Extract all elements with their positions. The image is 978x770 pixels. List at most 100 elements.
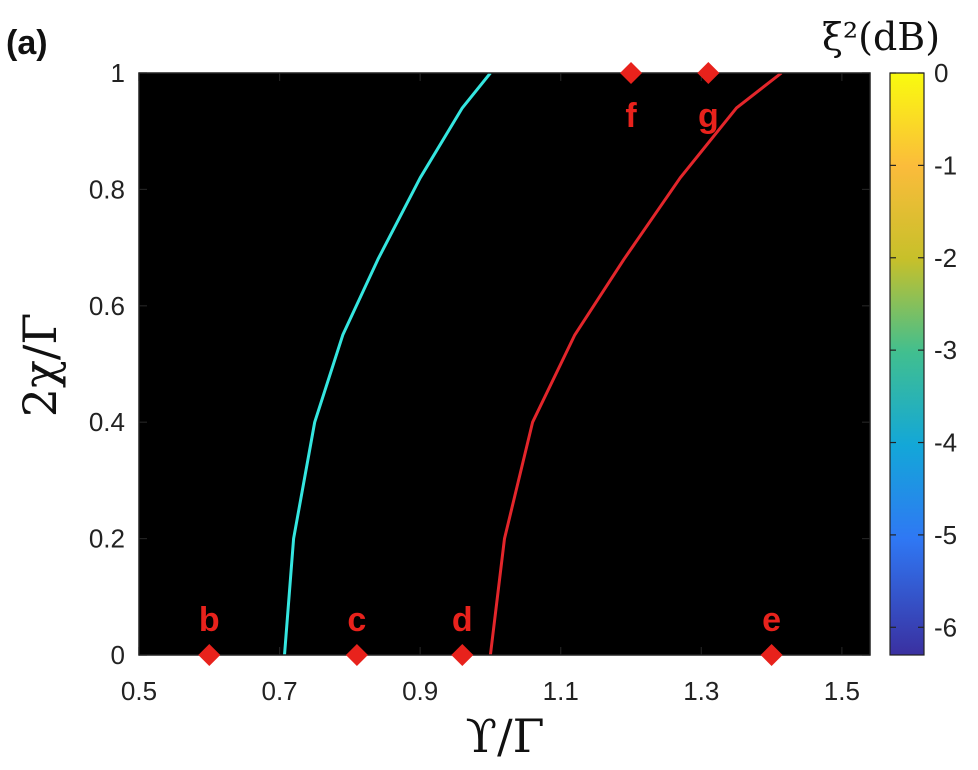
- heatmap-cell: [146, 115, 154, 122]
- heatmap-cell: [195, 253, 203, 260]
- heatmap-cell: [636, 271, 644, 278]
- heatmap-cell: [748, 277, 756, 284]
- heatmap-cell: [454, 139, 462, 146]
- heatmap-cell: [363, 199, 371, 206]
- heatmap-cell: [272, 319, 280, 326]
- heatmap-cell: [440, 181, 448, 188]
- heatmap-cell: [461, 247, 469, 254]
- heatmap-cell: [370, 151, 378, 158]
- heatmap-cell: [412, 277, 420, 284]
- heatmap-cell: [650, 73, 658, 80]
- heatmap-cell: [146, 133, 154, 140]
- heatmap-cell: [699, 313, 707, 320]
- heatmap-cell: [559, 121, 567, 128]
- heatmap-cell: [412, 289, 420, 296]
- heatmap-cell: [447, 169, 455, 176]
- heatmap-cell: [741, 229, 749, 236]
- heatmap-cell: [475, 313, 483, 320]
- heatmap-cell: [657, 175, 665, 182]
- heatmap-cell: [454, 325, 462, 332]
- heatmap-cell: [328, 115, 336, 122]
- heatmap-cell: [692, 205, 700, 212]
- heatmap-cell: [748, 337, 756, 344]
- heatmap-cell: [748, 187, 756, 194]
- heatmap-cell: [468, 235, 476, 242]
- heatmap-cell: [265, 181, 273, 188]
- heatmap-cell: [433, 139, 441, 146]
- heatmap-cell: [321, 109, 329, 116]
- heatmap-cell: [818, 109, 826, 116]
- heatmap-cell: [167, 247, 175, 254]
- heatmap-cell: [804, 313, 812, 320]
- heatmap-cell: [552, 187, 560, 194]
- heatmap-cell: [769, 247, 777, 254]
- heatmap-cell: [643, 163, 651, 170]
- heatmap-cell: [468, 79, 476, 86]
- heatmap-cell: [573, 277, 581, 284]
- heatmap-cell: [146, 103, 154, 110]
- heatmap-cell: [286, 253, 294, 260]
- heatmap-cell: [636, 259, 644, 266]
- heatmap-cell: [230, 199, 238, 206]
- heatmap-cell: [370, 199, 378, 206]
- heatmap-cell: [762, 253, 770, 260]
- heatmap-cell: [237, 355, 245, 362]
- heatmap-cell: [139, 109, 147, 116]
- heatmap-cell: [636, 211, 644, 218]
- heatmap-cell: [468, 151, 476, 158]
- heatmap-cell: [566, 223, 574, 230]
- heatmap-cell: [720, 73, 728, 80]
- heatmap-cell: [349, 283, 357, 290]
- heatmap-cell: [503, 223, 511, 230]
- heatmap-cell: [615, 343, 623, 350]
- heatmap-cell: [685, 337, 693, 344]
- heatmap-cell: [720, 193, 728, 200]
- heatmap-cell: [685, 349, 693, 356]
- heatmap-cell: [860, 241, 868, 248]
- heatmap-cell: [475, 247, 483, 254]
- heatmap-cell: [783, 325, 791, 332]
- heatmap-cell: [174, 259, 182, 266]
- heatmap-cell: [524, 337, 532, 344]
- heatmap-cell: [314, 301, 322, 308]
- heatmap-cell: [867, 217, 870, 224]
- heatmap-cell: [167, 73, 175, 80]
- heatmap-cell: [510, 175, 518, 182]
- heatmap-cell: [307, 277, 315, 284]
- heatmap-cell: [720, 181, 728, 188]
- heatmap-cell: [503, 217, 511, 224]
- heatmap-cell: [391, 289, 399, 296]
- heatmap-cell: [594, 145, 602, 152]
- heatmap-cell: [769, 79, 777, 86]
- heatmap-cell: [804, 325, 812, 332]
- heatmap-cell: [643, 109, 651, 116]
- heatmap-cell: [419, 211, 427, 218]
- heatmap-cell: [643, 241, 651, 248]
- heatmap-cell: [545, 283, 553, 290]
- heatmap-cell: [370, 169, 378, 176]
- heatmap-cell: [559, 331, 567, 338]
- heatmap-cell: [741, 253, 749, 260]
- heatmap-cell: [804, 97, 812, 104]
- heatmap-cell: [279, 283, 287, 290]
- heatmap-cell: [223, 283, 231, 290]
- heatmap-cell: [405, 85, 413, 92]
- heatmap-cell: [461, 265, 469, 272]
- heatmap-cell: [335, 127, 343, 134]
- heatmap-cell: [426, 247, 434, 254]
- heatmap-cell: [356, 121, 364, 128]
- heatmap-cell: [713, 97, 721, 104]
- heatmap-cell: [790, 277, 798, 284]
- heatmap-cell: [720, 133, 728, 140]
- heatmap-cell: [524, 157, 532, 164]
- heatmap-cell: [202, 103, 210, 110]
- heatmap-cell: [384, 145, 392, 152]
- heatmap-cell: [447, 103, 455, 110]
- heatmap-cell: [860, 211, 868, 218]
- heatmap-cell: [265, 91, 273, 98]
- heatmap-cell: [363, 229, 371, 236]
- heatmap-cell: [496, 73, 504, 80]
- heatmap-cell: [454, 307, 462, 314]
- heatmap-cell: [188, 211, 196, 218]
